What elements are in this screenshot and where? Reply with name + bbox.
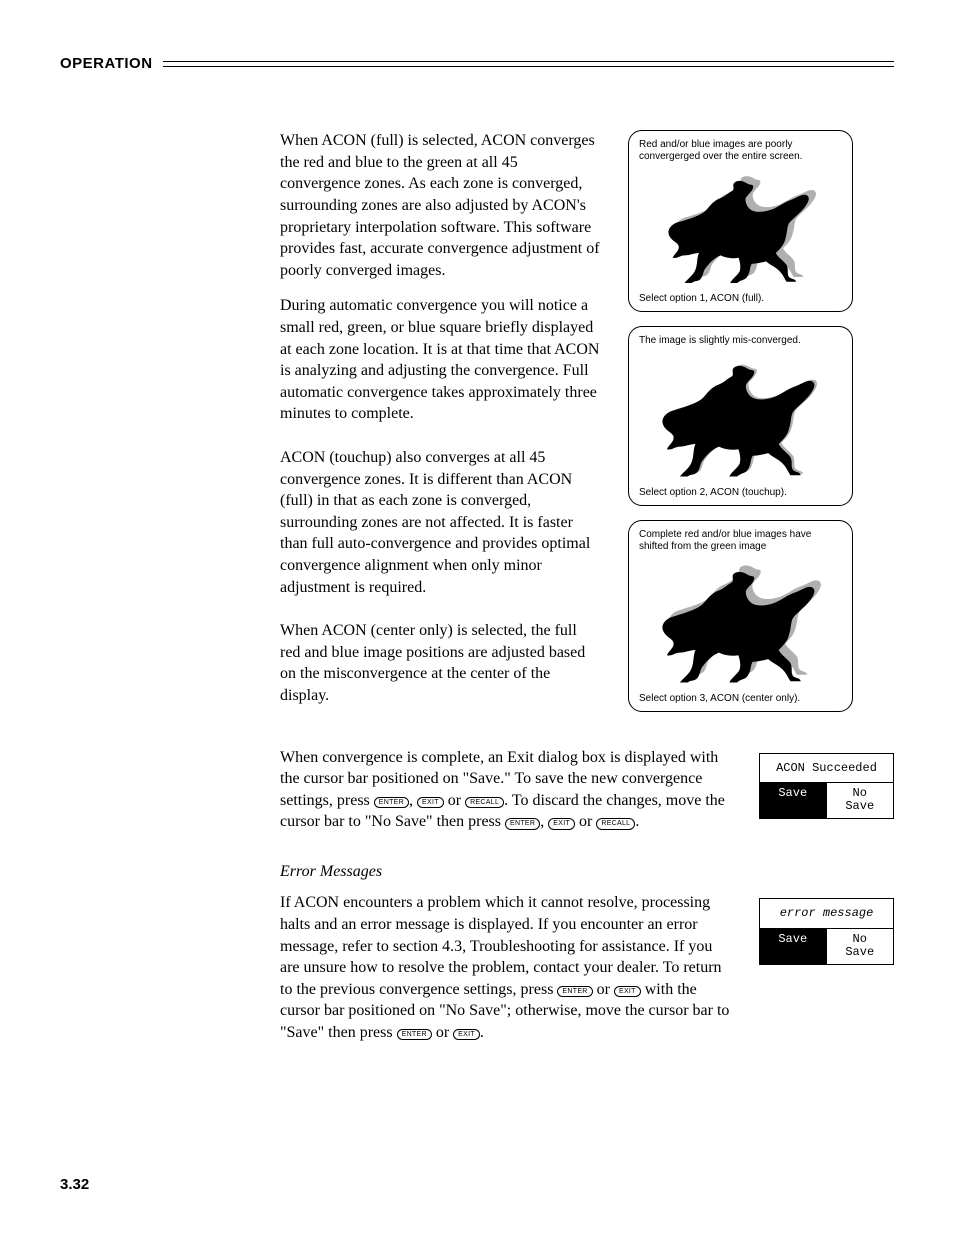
paragraph: When ACON (full) is selected, ACON conve…: [280, 130, 600, 281]
section-title: OPERATION: [60, 54, 153, 74]
text: .: [480, 1024, 484, 1041]
recall-key-icon: RECALL: [465, 797, 504, 808]
exit-key-icon: EXIT: [453, 1029, 480, 1040]
figure-box-1: Red and/or blue images are poorly conver…: [628, 130, 853, 312]
error-dialog-row: If ACON encounters a problem which it ca…: [280, 892, 894, 1057]
header-rule: [163, 61, 894, 67]
enter-key-icon: ENTER: [557, 986, 592, 997]
horse-image: [639, 351, 842, 485]
text: Save: [845, 945, 874, 959]
figure-box-3: Complete red and/or blue images have shi…: [628, 520, 853, 712]
text: or: [444, 792, 465, 809]
figure-top-text: Red and/or blue images are poorly conver…: [639, 139, 842, 163]
text: or: [432, 1024, 453, 1041]
paragraph: ACON (touchup) also converges at all 45 …: [280, 447, 600, 598]
text: ,: [540, 813, 548, 830]
page-number: 3.32: [60, 1175, 89, 1195]
dialog-title: error message: [760, 899, 893, 928]
text: Save: [845, 799, 874, 813]
enter-key-icon: ENTER: [397, 1029, 432, 1040]
exit-key-icon: EXIT: [548, 818, 575, 829]
text: .: [635, 813, 639, 830]
paragraph: If ACON encounters a problem which it ca…: [280, 892, 731, 1043]
dialog-options: Save No Save: [760, 783, 893, 819]
figure-caption: Select option 2, ACON (touchup).: [639, 487, 842, 499]
page-header: OPERATION: [60, 54, 894, 74]
upper-row: When ACON (full) is selected, ACON conve…: [280, 130, 894, 720]
figures-column: Red and/or blue images are poorly conver…: [628, 130, 853, 720]
figure-caption: Select option 3, ACON (center only).: [639, 693, 842, 705]
figure-top-text: The image is slightly mis-converged.: [639, 335, 842, 347]
enter-key-icon: ENTER: [374, 797, 409, 808]
save-dialog-row: When convergence is complete, an Exit di…: [280, 747, 894, 847]
save-option[interactable]: Save: [760, 783, 827, 819]
no-save-option[interactable]: No Save: [827, 929, 894, 965]
error-text: If ACON encounters a problem which it ca…: [280, 892, 731, 1057]
text: No: [853, 786, 867, 800]
body-text-column: When ACON (full) is selected, ACON conve…: [280, 130, 600, 720]
error-messages-heading: Error Messages: [280, 861, 894, 883]
no-save-option[interactable]: No Save: [827, 783, 894, 819]
paragraph: When ACON (center only) is selected, the…: [280, 620, 600, 706]
figure-box-2: The image is slightly mis-converged. Sel…: [628, 326, 853, 506]
paragraph: During automatic convergence you will no…: [280, 295, 600, 425]
exit-key-icon: EXIT: [614, 986, 641, 997]
error-message-dialog: error message Save No Save: [759, 898, 894, 965]
page-content: When ACON (full) is selected, ACON conve…: [280, 130, 894, 1057]
dialog-options: Save No Save: [760, 929, 893, 965]
text: ,: [409, 792, 417, 809]
horse-image: [639, 557, 842, 691]
figure-caption: Select option 1, ACON (full).: [639, 293, 842, 305]
save-dialog-text: When convergence is complete, an Exit di…: [280, 747, 731, 847]
text: No: [853, 932, 867, 946]
dialog-title: ACON Succeeded: [760, 754, 893, 783]
enter-key-icon: ENTER: [505, 818, 540, 829]
save-option[interactable]: Save: [760, 929, 827, 965]
acon-succeeded-dialog: ACON Succeeded Save No Save: [759, 753, 894, 820]
paragraph: When convergence is complete, an Exit di…: [280, 747, 731, 833]
text: or: [575, 813, 596, 830]
text: or: [593, 981, 614, 998]
figure-top-text: Complete red and/or blue images have shi…: [639, 529, 842, 553]
horse-image: [639, 167, 842, 291]
exit-key-icon: EXIT: [417, 797, 444, 808]
recall-key-icon: RECALL: [596, 818, 635, 829]
